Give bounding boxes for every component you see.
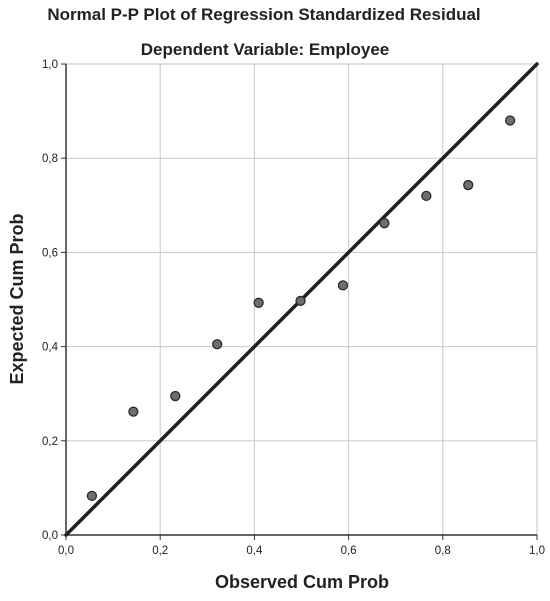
x-tick-label: 0,6 <box>341 545 357 557</box>
data-point <box>212 339 223 350</box>
data-point <box>505 115 516 126</box>
x-axis-label: Observed Cum Prob <box>215 572 389 592</box>
data-point <box>86 490 98 502</box>
data-point <box>295 295 306 307</box>
y-axis-label: Expected Cum Prob <box>7 213 27 384</box>
y-tick-label: 0,8 <box>42 153 58 165</box>
y-tick-label: 0,2 <box>42 436 58 448</box>
x-tick-label: 0,4 <box>246 545 263 557</box>
x-tick-label: 0,2 <box>152 545 168 557</box>
x-tick-label: 1,0 <box>529 545 545 557</box>
y-tick-label: 0,4 <box>42 342 59 354</box>
x-tick-label: 0,0 <box>58 545 74 557</box>
data-point <box>421 190 432 202</box>
data-point <box>463 179 474 191</box>
plot-area: 0,0 0,2 0,4 0,6 0,8 1,0 0,0 0,2 0,4 0,6 0,8 1,0 <box>42 59 545 557</box>
data-point <box>337 280 349 291</box>
y-tick-label: 0,0 <box>42 530 58 542</box>
data-point <box>379 218 390 229</box>
x-tick-label: 0,8 <box>435 545 451 557</box>
chart-subtitle: Dependent Variable: Employee <box>141 40 389 59</box>
y-tick-label: 0,6 <box>42 247 58 259</box>
data-point <box>170 390 181 402</box>
data-point <box>253 297 264 308</box>
data-point <box>128 406 139 417</box>
chart-title: Normal P-P Plot of Regression Standardiz… <box>47 5 480 24</box>
y-tick-label: 1,0 <box>42 59 58 71</box>
